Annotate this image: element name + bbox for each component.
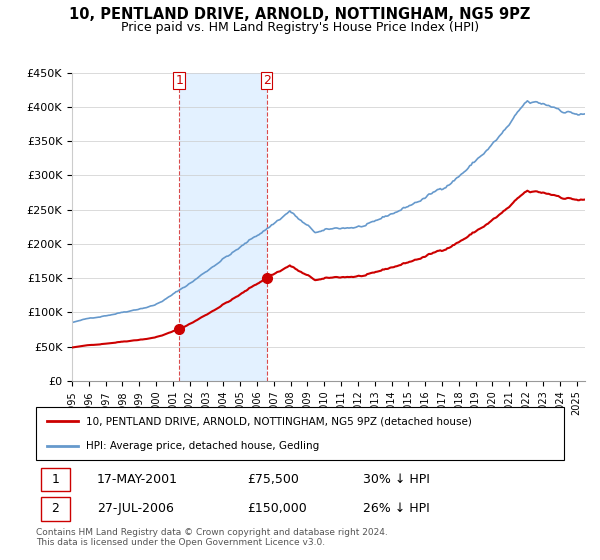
Text: HPI: Average price, detached house, Gedling: HPI: Average price, detached house, Gedl… (86, 441, 319, 451)
Text: 2: 2 (52, 502, 59, 515)
Text: 27-JUL-2006: 27-JUL-2006 (97, 502, 173, 515)
Text: 10, PENTLAND DRIVE, ARNOLD, NOTTINGHAM, NG5 9PZ: 10, PENTLAND DRIVE, ARNOLD, NOTTINGHAM, … (70, 7, 530, 22)
Text: Price paid vs. HM Land Registry's House Price Index (HPI): Price paid vs. HM Land Registry's House … (121, 21, 479, 34)
FancyBboxPatch shape (41, 497, 70, 521)
FancyBboxPatch shape (36, 407, 564, 460)
Text: 26% ↓ HPI: 26% ↓ HPI (364, 502, 430, 515)
Text: 17-MAY-2001: 17-MAY-2001 (97, 473, 178, 486)
Text: £75,500: £75,500 (247, 473, 299, 486)
Text: £150,000: £150,000 (247, 502, 307, 515)
FancyBboxPatch shape (41, 468, 70, 491)
Text: Contains HM Land Registry data © Crown copyright and database right 2024.
This d: Contains HM Land Registry data © Crown c… (36, 528, 388, 547)
Text: 1: 1 (52, 473, 59, 486)
Text: 2: 2 (263, 74, 271, 87)
Text: 1: 1 (175, 74, 183, 87)
Text: 10, PENTLAND DRIVE, ARNOLD, NOTTINGHAM, NG5 9PZ (detached house): 10, PENTLAND DRIVE, ARNOLD, NOTTINGHAM, … (86, 417, 472, 427)
Text: 30% ↓ HPI: 30% ↓ HPI (364, 473, 430, 486)
